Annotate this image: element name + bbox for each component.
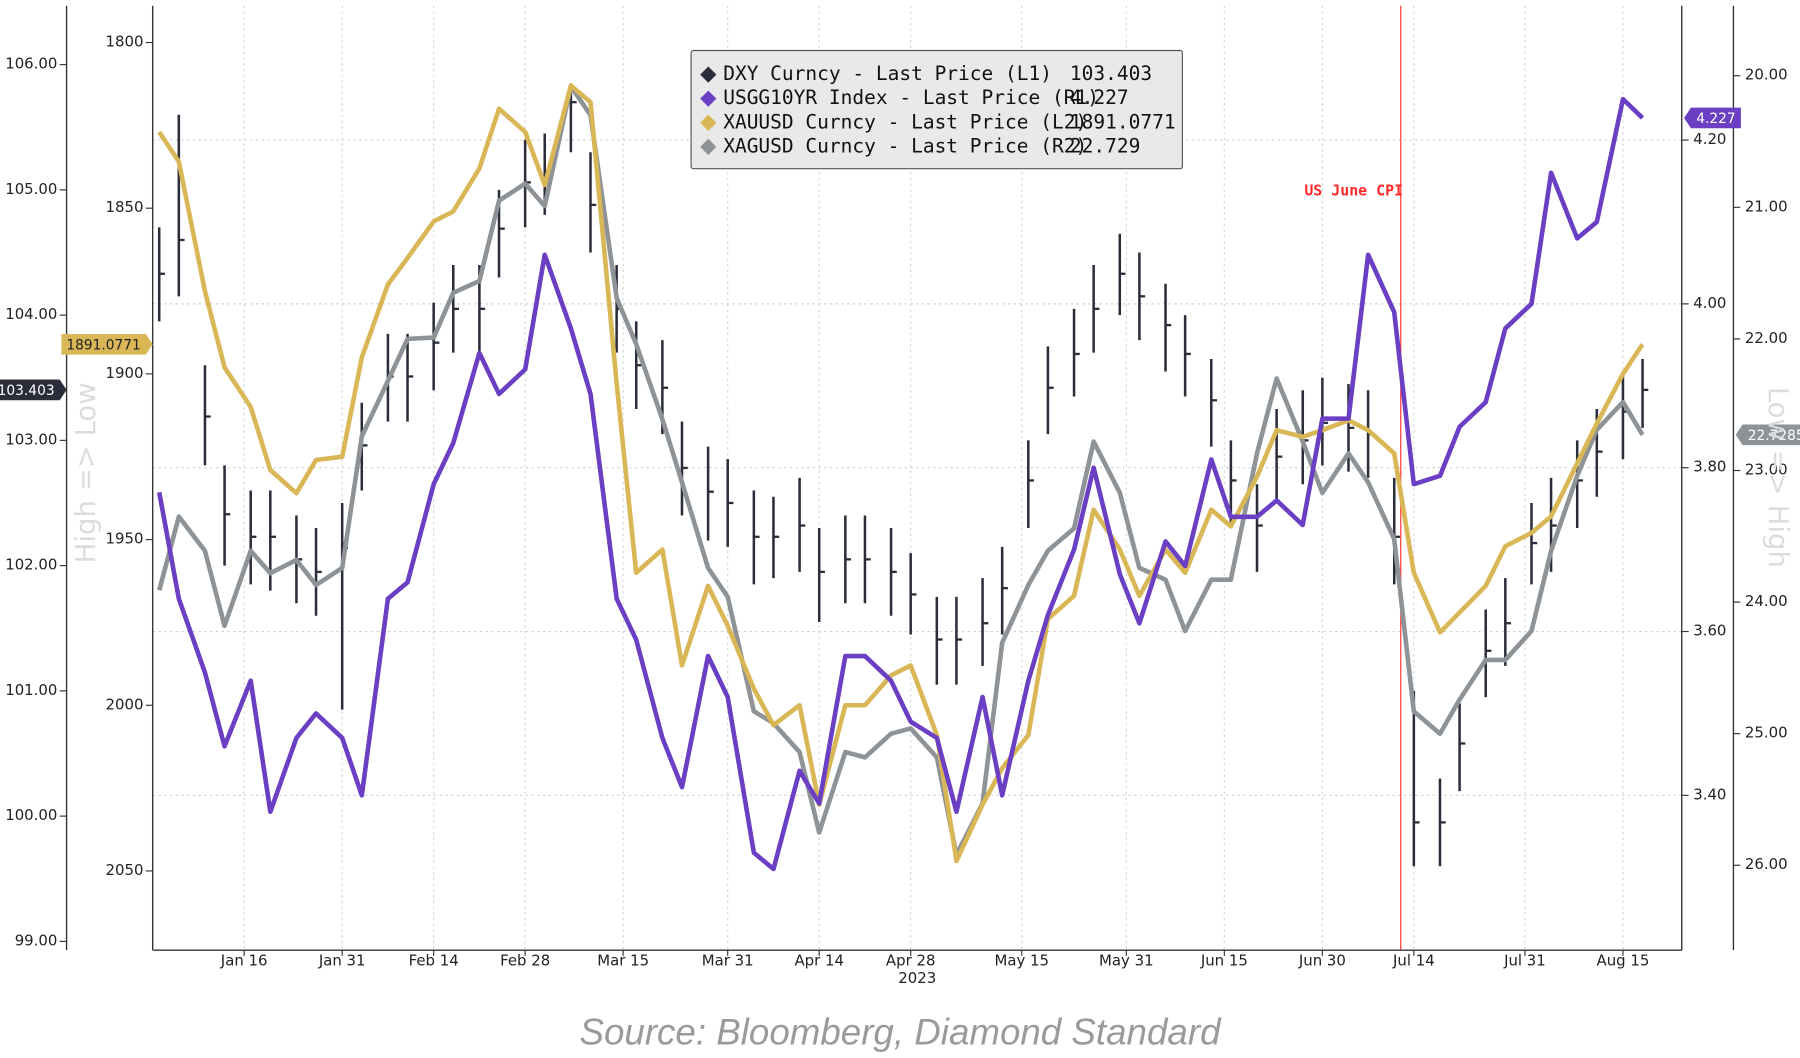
x-tick-label: Mar 15: [597, 952, 649, 970]
legend-value: 1891.0771: [1070, 110, 1176, 133]
legend-value: 103.403: [1070, 62, 1152, 85]
x-tick-label: Jan 16: [220, 952, 268, 970]
legend-label: XAGUSD Curncy - Last Price (R2): [723, 134, 1087, 157]
y-tick-label: 26.00: [1745, 855, 1788, 873]
last-value-flag: [61, 333, 153, 355]
y-tick-label: 24.00: [1745, 592, 1788, 610]
right-axis-label: Low => High: [1762, 387, 1794, 568]
y-tick-label: 1950: [106, 530, 144, 548]
legend: DXY Curncy - Last Price (L1) 103.403USGG1…: [690, 49, 1183, 170]
x-tick-label: Mar 31: [702, 952, 754, 970]
y-tick-label: 1800: [106, 33, 144, 51]
y-tick-label: 101.00: [5, 681, 57, 699]
plot: [156, 83, 1649, 872]
source: Source: Bloomberg, Diamond Standard: [579, 1012, 1222, 1053]
x-tick-label: Jul 14: [1392, 952, 1435, 970]
series-line: [156, 96, 1645, 872]
y-tick-label: 1850: [106, 198, 144, 216]
last-value-label: 4.227: [1696, 111, 1735, 127]
legend-label: XAUUSD Curncy - Last Price (L2): [723, 110, 1087, 133]
y-tick-label: 2000: [106, 695, 144, 713]
last-value-label: 22.7285: [1748, 428, 1800, 444]
x-tick-label: Jun 15: [1200, 952, 1248, 970]
y-tick-label: 3.80: [1693, 458, 1726, 476]
y-tick-label: 99.00: [15, 931, 58, 949]
last-value-flag: [1684, 107, 1741, 129]
series-line: [157, 83, 1645, 864]
x-tick-label: Apr 28: [886, 952, 936, 970]
left-axis-label: High => Low: [70, 382, 102, 563]
last-value-label: 103.403: [0, 383, 55, 399]
x-tick-label: Jun 30: [1298, 952, 1346, 970]
y-tick-label: 21.00: [1745, 197, 1788, 215]
legend-value: 4.227: [1070, 86, 1129, 109]
x-tick-label: Feb 28: [500, 952, 550, 970]
y-tick-label: 3.60: [1693, 622, 1726, 640]
y-tick-label: 25.00: [1745, 724, 1788, 742]
axes: 99.00 100.00 101.00 102.00 103.00 104.00 105.0…: [0, 5, 1800, 970]
legend-value: 22.729: [1070, 134, 1140, 157]
legend-label: USGG10YR Index - Last Price (R1): [723, 86, 1099, 109]
y-tick-label: 106.00: [5, 55, 57, 73]
y-tick-label: 2050: [106, 861, 144, 879]
y-tick-label: 100.00: [5, 806, 57, 824]
x-tick-label: Apr 14: [794, 952, 844, 970]
last-value-flag: [1735, 424, 1800, 446]
x-tick-label: Aug 15: [1597, 952, 1650, 970]
y-tick-label: 22.00: [1745, 329, 1788, 347]
x-tick-label: Jul 31: [1503, 952, 1546, 970]
y-tick-label: 4.20: [1693, 130, 1726, 148]
x-axis-label: 2023: [898, 969, 936, 987]
y-tick-label: 23.00: [1745, 461, 1788, 479]
annotation-label: US June CPI: [1304, 182, 1403, 200]
y-tick-label: 1900: [106, 364, 144, 382]
y-tick-label: 3.40: [1693, 785, 1726, 803]
legend-label: DXY Curncy - Last Price (L1): [723, 62, 1052, 85]
y-tick-label: 103.00: [5, 430, 57, 448]
y-tick-label: 105.00: [5, 180, 57, 198]
x-tick-label: May 15: [995, 952, 1050, 970]
last-value-label: 1891.0771: [66, 337, 140, 353]
x-tick-label: Feb 14: [409, 952, 459, 970]
last-value-flag: [0, 379, 67, 401]
y-tick-label: 4.00: [1693, 294, 1726, 312]
y-tick-label: 102.00: [5, 556, 57, 574]
y-tick-label: 20.00: [1745, 66, 1788, 84]
series-line: [157, 83, 1645, 858]
legend-box: [690, 49, 1183, 170]
y-tick-label: 104.00: [5, 305, 57, 323]
x-tick-label: Jan 31: [318, 952, 366, 970]
x-tick-label: May 31: [1099, 952, 1154, 970]
